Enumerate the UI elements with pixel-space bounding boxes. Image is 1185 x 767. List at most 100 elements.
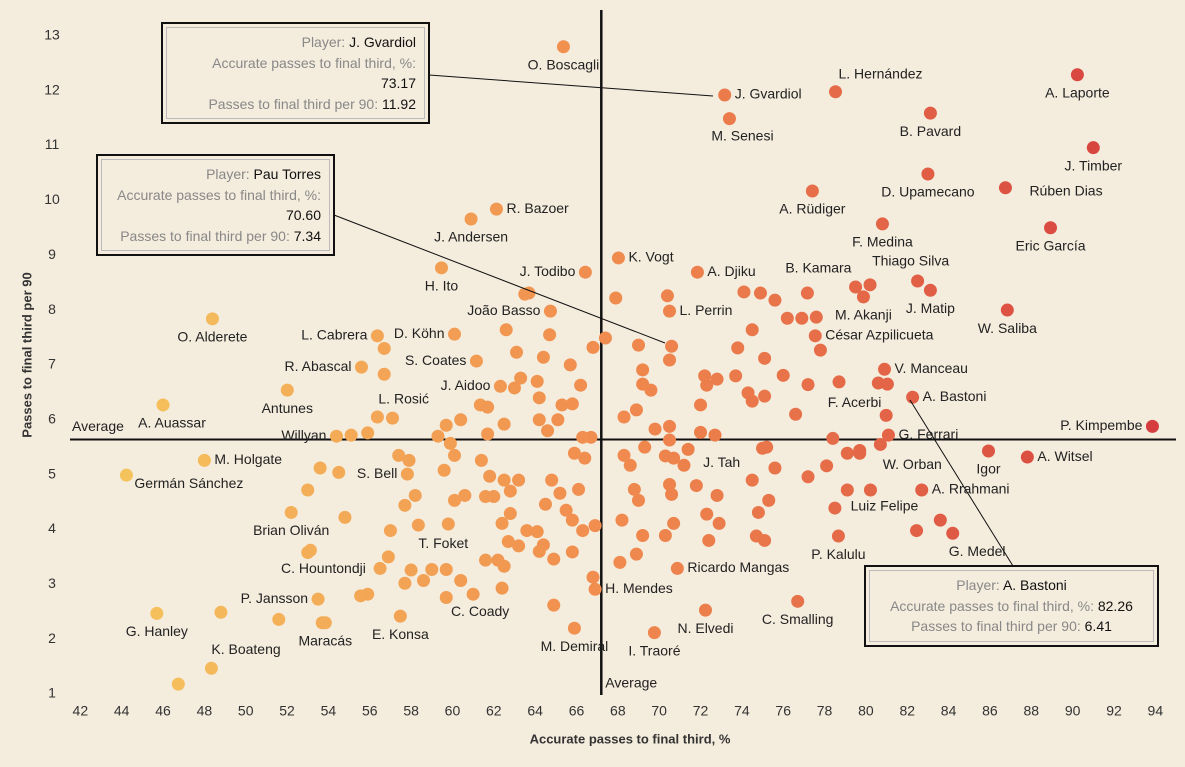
point [758, 351, 772, 365]
point [698, 369, 712, 383]
point [150, 606, 164, 620]
point-label: César Azpilicueta [825, 327, 933, 343]
point [530, 374, 544, 388]
point [1070, 68, 1084, 82]
point [536, 350, 550, 364]
point [318, 616, 332, 630]
point [731, 341, 745, 355]
point [878, 362, 892, 376]
point [503, 484, 517, 498]
point [745, 473, 759, 487]
point [547, 552, 561, 566]
point [481, 427, 495, 441]
x-tick-label: 72 [693, 703, 709, 719]
point [532, 413, 546, 427]
point [567, 621, 581, 635]
x-tick-label: 70 [651, 703, 667, 719]
point [493, 379, 507, 393]
point [448, 448, 462, 462]
point-label: K. Vogt [628, 249, 673, 265]
point [1020, 450, 1034, 464]
point [514, 371, 528, 385]
point-label: T. Foket [418, 535, 468, 551]
point [665, 487, 679, 501]
point [532, 544, 546, 558]
point-label: P. Jansson [241, 590, 308, 606]
point [512, 539, 526, 553]
point [547, 598, 561, 612]
point [448, 493, 462, 507]
callout-player: J. Gvardiol [349, 34, 416, 50]
point [448, 327, 462, 341]
point [681, 442, 695, 456]
y-axis-title: Passes to final third per 90 [19, 272, 34, 437]
point [632, 493, 646, 507]
leader-line [909, 399, 1014, 567]
point [499, 323, 513, 337]
point-label: P. Kimpembe [1060, 417, 1142, 433]
point [745, 323, 759, 337]
x-tick-label: 64 [527, 703, 543, 719]
point [768, 293, 782, 307]
point [518, 287, 532, 301]
point [556, 40, 570, 54]
point [638, 440, 652, 454]
point [383, 524, 397, 538]
callout-label: Accurate passes to final third, %: [890, 597, 1094, 614]
point [280, 383, 294, 397]
point [623, 458, 637, 472]
point [665, 339, 679, 353]
point [820, 459, 834, 473]
x-tick-label: 58 [403, 703, 419, 719]
point [667, 451, 681, 465]
point [615, 513, 629, 527]
point [381, 550, 395, 564]
point [398, 498, 412, 512]
point [301, 483, 315, 497]
point [663, 419, 677, 433]
point [921, 167, 935, 181]
callout-y: 11.92 [382, 95, 416, 112]
point-label: H. Mendes [605, 580, 673, 596]
point [1086, 141, 1100, 155]
x-axis-title: Accurate passes to final third, % [530, 731, 731, 746]
point-label: L. Hernández [838, 65, 922, 81]
point [545, 473, 559, 487]
point [840, 483, 854, 497]
point [497, 473, 511, 487]
x-tick-label: 82 [899, 703, 915, 719]
point [598, 331, 612, 345]
point-label: K. Boateng [211, 641, 280, 657]
point [933, 513, 947, 527]
point-label: M. Akanji [835, 307, 892, 323]
point [553, 486, 567, 500]
point [565, 397, 579, 411]
callout-x: 82.26 [1097, 597, 1133, 614]
point [411, 518, 425, 532]
point-label: G. Hanley [126, 623, 188, 639]
x-tick-label: 44 [114, 703, 130, 719]
point [586, 340, 600, 354]
callout-label: Player: [956, 577, 1000, 593]
point-label: Thiago Silva [872, 253, 949, 269]
point [677, 458, 691, 472]
point [497, 559, 511, 573]
point [856, 290, 870, 304]
point [408, 488, 422, 502]
point [439, 563, 453, 577]
point [700, 507, 714, 521]
point [689, 479, 703, 493]
point [910, 524, 924, 538]
x-tick-label: 60 [445, 703, 461, 719]
point [853, 446, 867, 460]
point [780, 311, 794, 325]
point [313, 461, 327, 475]
point-label: M. Holgate [214, 451, 282, 467]
x-tick-label: 78 [817, 703, 833, 719]
point-label: B. Pavard [900, 123, 961, 139]
point [284, 505, 298, 519]
point [532, 391, 546, 405]
point [481, 400, 495, 414]
point-label: D. Köhn [394, 325, 445, 341]
